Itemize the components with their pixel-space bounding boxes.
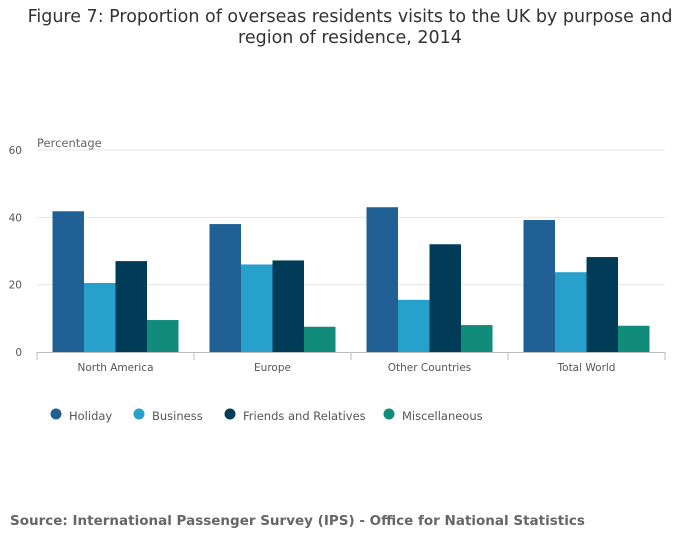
bar-friends-and-relatives[interactable] bbox=[115, 261, 148, 352]
legend-label[interactable]: Business bbox=[152, 409, 203, 423]
legend: Holiday Business Friends and Relatives Misc… bbox=[50, 408, 483, 423]
x-tick-label: North America bbox=[77, 362, 153, 374]
bars bbox=[52, 207, 650, 352]
bar-miscellaneous[interactable] bbox=[618, 325, 650, 352]
bar-holiday[interactable] bbox=[523, 220, 556, 352]
bar-holiday[interactable] bbox=[209, 224, 242, 352]
legend-label[interactable]: Holiday bbox=[69, 409, 112, 423]
bar-holiday[interactable] bbox=[366, 207, 399, 352]
legend-marker bbox=[224, 408, 236, 420]
y-axis-label: Percentage bbox=[37, 136, 102, 150]
y-tick-label: 0 bbox=[15, 347, 22, 359]
bar-miscellaneous[interactable] bbox=[304, 326, 336, 352]
y-tick-label: 60 bbox=[9, 145, 22, 157]
bar-miscellaneous[interactable] bbox=[147, 320, 179, 352]
legend-marker bbox=[133, 408, 145, 420]
y-tick-label: 20 bbox=[9, 280, 22, 292]
bar-holiday[interactable] bbox=[52, 211, 85, 352]
bar-business[interactable] bbox=[398, 299, 430, 352]
y-axis-ticks: 0 20 40 60 bbox=[9, 145, 22, 359]
bar-friends-and-relatives[interactable] bbox=[429, 244, 462, 352]
legend-label[interactable]: Friends and Relatives bbox=[243, 409, 366, 423]
bar-chart: 0 20 40 60 Percentage North America Europe Ot… bbox=[9, 136, 666, 423]
legend-label[interactable]: Miscellaneous bbox=[402, 409, 483, 423]
bar-business[interactable] bbox=[555, 272, 587, 352]
bar-business[interactable] bbox=[84, 282, 116, 352]
bar-miscellaneous[interactable] bbox=[461, 325, 493, 352]
legend-marker bbox=[50, 408, 62, 420]
x-tick-label: Other Countries bbox=[388, 362, 472, 374]
legend-marker bbox=[383, 408, 395, 420]
x-axis: North America Europe Other Countries Total … bbox=[36, 352, 666, 374]
y-tick-label: 40 bbox=[9, 212, 22, 224]
x-tick-label: Total World bbox=[557, 362, 616, 374]
bar-friends-and-relatives[interactable] bbox=[586, 257, 619, 352]
source-note: Source: International Passenger Survey (… bbox=[10, 513, 585, 529]
chart-title: Figure 7: Proportion of overseas residen… bbox=[27, 7, 673, 48]
bar-friends-and-relatives[interactable] bbox=[272, 260, 305, 352]
bar-business[interactable] bbox=[241, 264, 273, 352]
x-tick-label: Europe bbox=[254, 362, 291, 374]
